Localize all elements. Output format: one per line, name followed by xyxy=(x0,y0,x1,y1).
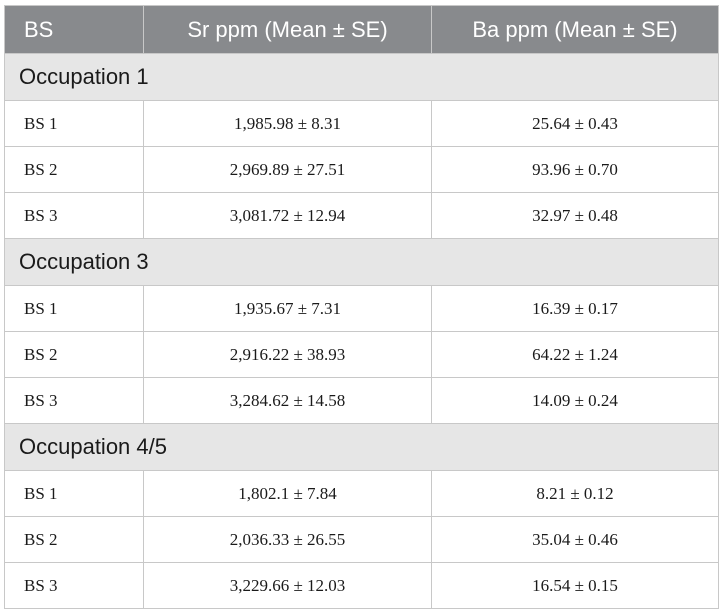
header-row: BS Sr ppm (Mean ± SE) Ba ppm (Mean ± SE) xyxy=(4,5,719,54)
cell-bs: BS 3 xyxy=(4,192,144,239)
section-row: Occupation 1 xyxy=(4,53,719,101)
cell-sr: 1,985.98 ± 8.31 xyxy=(143,100,432,147)
section-title: Occupation 1 xyxy=(4,53,719,101)
cell-sr: 3,081.72 ± 12.94 xyxy=(143,192,432,239)
section-row: Occupation 4/5 xyxy=(4,423,719,471)
cell-sr: 3,229.66 ± 12.03 xyxy=(143,562,432,609)
cell-ba: 16.54 ± 0.15 xyxy=(431,562,719,609)
cell-ba: 14.09 ± 0.24 xyxy=(431,377,719,424)
cell-sr: 3,284.62 ± 14.58 xyxy=(143,377,432,424)
table-row: BS 3 3,284.62 ± 14.58 14.09 ± 0.24 xyxy=(4,377,719,424)
table-row: BS 2 2,916.22 ± 38.93 64.22 ± 1.24 xyxy=(4,331,719,378)
header-ba: Ba ppm (Mean ± SE) xyxy=(431,5,719,54)
table-row: BS 1 1,935.67 ± 7.31 16.39 ± 0.17 xyxy=(4,285,719,332)
section-title: Occupation 3 xyxy=(4,238,719,286)
cell-sr: 2,916.22 ± 38.93 xyxy=(143,331,432,378)
cell-sr: 2,036.33 ± 26.55 xyxy=(143,516,432,563)
cell-bs: BS 1 xyxy=(4,470,144,517)
cell-bs: BS 2 xyxy=(4,331,144,378)
table-row: BS 1 1,985.98 ± 8.31 25.64 ± 0.43 xyxy=(4,100,719,147)
table-row: BS 3 3,081.72 ± 12.94 32.97 ± 0.48 xyxy=(4,192,719,239)
cell-ba: 35.04 ± 0.46 xyxy=(431,516,719,563)
section-title: Occupation 4/5 xyxy=(4,423,719,471)
cell-bs: BS 2 xyxy=(4,516,144,563)
table-row: BS 1 1,802.1 ± 7.84 8.21 ± 0.12 xyxy=(4,470,719,517)
cell-sr: 2,969.89 ± 27.51 xyxy=(143,146,432,193)
cell-ba: 64.22 ± 1.24 xyxy=(431,331,719,378)
cell-ba: 93.96 ± 0.70 xyxy=(431,146,719,193)
data-table: BS Sr ppm (Mean ± SE) Ba ppm (Mean ± SE)… xyxy=(4,5,719,609)
cell-ba: 32.97 ± 0.48 xyxy=(431,192,719,239)
table-row: BS 3 3,229.66 ± 12.03 16.54 ± 0.15 xyxy=(4,562,719,609)
cell-ba: 25.64 ± 0.43 xyxy=(431,100,719,147)
cell-bs: BS 1 xyxy=(4,100,144,147)
cell-bs: BS 3 xyxy=(4,377,144,424)
cell-sr: 1,802.1 ± 7.84 xyxy=(143,470,432,517)
table-row: BS 2 2,036.33 ± 26.55 35.04 ± 0.46 xyxy=(4,516,719,563)
table-row: BS 2 2,969.89 ± 27.51 93.96 ± 0.70 xyxy=(4,146,719,193)
cell-ba: 8.21 ± 0.12 xyxy=(431,470,719,517)
cell-bs: BS 3 xyxy=(4,562,144,609)
section-row: Occupation 3 xyxy=(4,238,719,286)
header-sr: Sr ppm (Mean ± SE) xyxy=(143,5,432,54)
cell-bs: BS 2 xyxy=(4,146,144,193)
header-bs: BS xyxy=(4,5,144,54)
cell-bs: BS 1 xyxy=(4,285,144,332)
cell-sr: 1,935.67 ± 7.31 xyxy=(143,285,432,332)
cell-ba: 16.39 ± 0.17 xyxy=(431,285,719,332)
data-table-container: BS Sr ppm (Mean ± SE) Ba ppm (Mean ± SE)… xyxy=(4,5,719,609)
